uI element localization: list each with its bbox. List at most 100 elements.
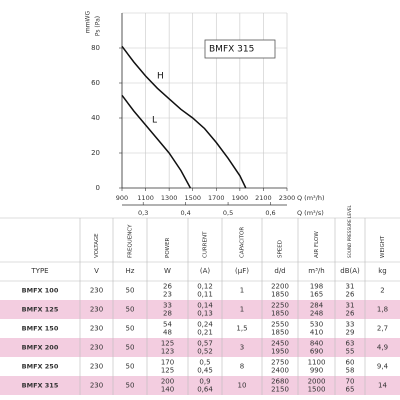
table-cell: 530 bbox=[310, 321, 323, 329]
model-box bbox=[204, 39, 276, 59]
table-cell: 0,9 bbox=[199, 378, 210, 386]
table-cell: 410 bbox=[310, 329, 323, 337]
x2-tick-label: 0,6 bbox=[265, 209, 275, 217]
table-cell: 0,21 bbox=[197, 329, 213, 337]
column-header: CURRENT bbox=[203, 231, 209, 258]
column-unit: kg bbox=[378, 267, 387, 275]
row-background bbox=[0, 319, 400, 338]
table-cell: 0,45 bbox=[197, 367, 213, 375]
table-cell: 123 bbox=[161, 348, 174, 356]
column-unit: dB(A) bbox=[340, 267, 360, 275]
curve-label: L bbox=[152, 116, 157, 126]
table-cell: 230 bbox=[90, 306, 103, 314]
table-cell: 1850 bbox=[271, 310, 289, 318]
table-cell: 284 bbox=[310, 302, 324, 310]
table-cell: 10 bbox=[238, 382, 247, 390]
table-cell: 2,7 bbox=[377, 325, 388, 333]
column-unit: (A) bbox=[200, 267, 211, 275]
table-cell: 165 bbox=[310, 291, 323, 299]
table-cell: 50 bbox=[126, 287, 135, 295]
table-cell: 31 bbox=[346, 302, 355, 310]
model-name: BMFX 315 bbox=[22, 382, 59, 390]
x-tick-label: 1100 bbox=[137, 194, 154, 202]
table-cell: 54 bbox=[163, 321, 172, 329]
table-cell: 55 bbox=[346, 348, 355, 356]
model-label: BMFX 315 bbox=[209, 45, 254, 55]
table-cell: 0,5 bbox=[199, 359, 210, 367]
row-background bbox=[0, 376, 400, 395]
table-cell: 33 bbox=[163, 302, 172, 310]
table-cell: 2 bbox=[380, 287, 384, 295]
table-cell: 28 bbox=[163, 310, 172, 318]
table-cell: 1 bbox=[240, 306, 244, 314]
row-background bbox=[0, 338, 400, 357]
table-cell: 2680 bbox=[271, 378, 289, 386]
column-header: VOLTAGE bbox=[94, 233, 100, 258]
row-background bbox=[0, 357, 400, 376]
table-cell: 1850 bbox=[271, 291, 289, 299]
table-cell: 2450 bbox=[271, 340, 289, 348]
x-tick-label: 2100 bbox=[255, 194, 272, 202]
table-cell: 23 bbox=[163, 291, 172, 299]
x2-axis-label: Q (m³/s) bbox=[297, 209, 324, 217]
y-tick-label: 60 bbox=[91, 79, 100, 87]
table-cell: 198 bbox=[310, 283, 323, 291]
table-cell: 31 bbox=[346, 283, 355, 291]
model-name: BMFX 125 bbox=[22, 306, 59, 314]
x2-tick-label: 0,5 bbox=[223, 209, 233, 217]
column-unit: TYPE bbox=[30, 267, 48, 275]
table-cell: 1500 bbox=[308, 386, 326, 394]
column-header: FREQUENCY bbox=[128, 224, 134, 258]
table-cell: 60 bbox=[346, 359, 355, 367]
table-cell: 1850 bbox=[271, 329, 289, 337]
table-cell: 48 bbox=[163, 329, 172, 337]
table-cell: 50 bbox=[126, 363, 135, 371]
table-cell: 990 bbox=[310, 367, 323, 375]
column-unit: (µF) bbox=[235, 267, 249, 275]
column-unit: d/d bbox=[274, 267, 285, 275]
model-name: BMFX 150 bbox=[22, 325, 59, 333]
fan-curve bbox=[121, 45, 247, 189]
x-tick-label: 1500 bbox=[184, 194, 201, 202]
x-tick-label: 900 bbox=[116, 194, 128, 202]
table-cell: 58 bbox=[346, 367, 355, 375]
table-cell: 50 bbox=[126, 382, 135, 390]
table-cell: 230 bbox=[90, 344, 103, 352]
table-cell: 1 bbox=[240, 287, 244, 295]
column-header: WEIGHT bbox=[380, 235, 386, 258]
y-axis-label: mmWG bbox=[85, 11, 92, 34]
table-cell: 26 bbox=[163, 283, 172, 291]
table-cell: 3 bbox=[240, 344, 244, 352]
x-axis-label: Q (m³/h) bbox=[297, 194, 325, 202]
table-cell: 200 bbox=[161, 378, 174, 386]
table-cell: 0,12 bbox=[197, 283, 213, 291]
x-tick-label: 1700 bbox=[208, 194, 225, 202]
x-tick-label: 2300 bbox=[279, 194, 296, 202]
table-cell: 1,8 bbox=[377, 306, 388, 314]
table-cell: 690 bbox=[310, 348, 323, 356]
table-cell: 1,5 bbox=[236, 325, 247, 333]
table-cell: 0,57 bbox=[197, 340, 213, 348]
table-cell: 0,14 bbox=[197, 302, 213, 310]
table-cell: 230 bbox=[90, 382, 103, 390]
table-cell: 230 bbox=[90, 287, 103, 295]
y-tick-label: 20 bbox=[91, 149, 100, 157]
table-cell: 230 bbox=[90, 363, 103, 371]
column-unit: Hz bbox=[126, 267, 135, 275]
curve-label: H bbox=[157, 72, 164, 82]
table-cell: 0,11 bbox=[197, 291, 213, 299]
table-cell: 65 bbox=[346, 386, 355, 394]
table-cell: 2250 bbox=[271, 302, 289, 310]
table-cell: 140 bbox=[161, 386, 174, 394]
table-cell: 63 bbox=[346, 340, 355, 348]
table-cell: 2400 bbox=[271, 367, 289, 375]
table-cell: 248 bbox=[310, 310, 323, 318]
y-tick-label: 80 bbox=[91, 44, 100, 52]
table-cell: 2000 bbox=[308, 378, 326, 386]
y-tick-label: 40 bbox=[91, 114, 100, 122]
model-name: BMFX 250 bbox=[22, 363, 59, 371]
table-cell: 14 bbox=[378, 382, 387, 390]
column-header: SPEED bbox=[278, 240, 284, 258]
table-cell: 170 bbox=[161, 359, 174, 367]
